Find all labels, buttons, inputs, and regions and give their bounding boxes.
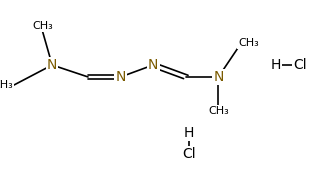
Text: CH₃: CH₃: [208, 106, 229, 116]
Text: CH₃: CH₃: [238, 38, 259, 48]
Text: H: H: [270, 58, 281, 72]
Text: N: N: [47, 58, 57, 72]
Text: CH₃: CH₃: [0, 81, 13, 90]
Text: CH₃: CH₃: [32, 21, 53, 31]
Text: N: N: [148, 58, 158, 72]
Text: Cl: Cl: [293, 58, 307, 72]
Text: Cl: Cl: [182, 147, 196, 161]
Text: H: H: [184, 126, 194, 140]
Text: N: N: [213, 70, 224, 84]
Text: N: N: [115, 70, 126, 84]
